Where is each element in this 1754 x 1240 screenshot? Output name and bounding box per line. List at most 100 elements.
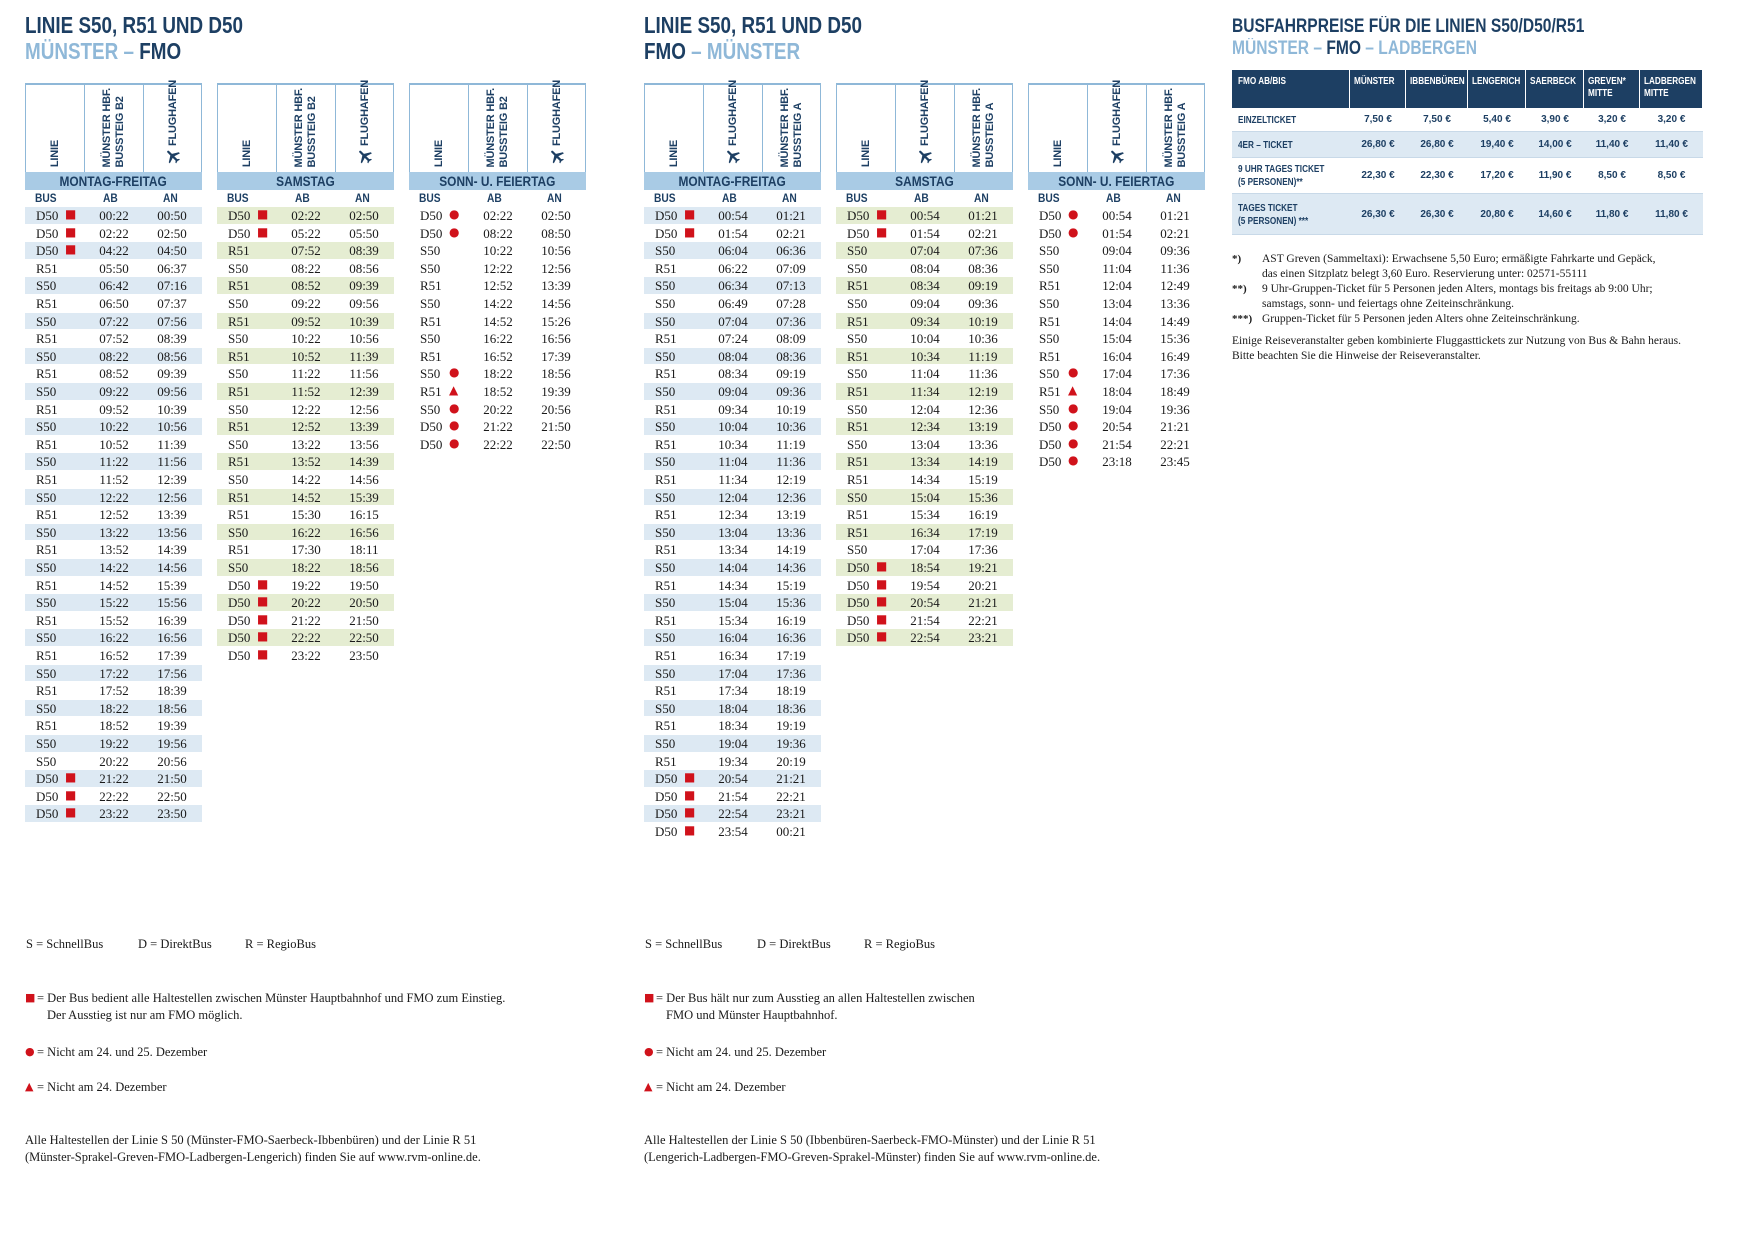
departure: 19:22 — [99, 736, 129, 751]
arrival: 13:36 — [1160, 296, 1190, 311]
row-background — [836, 347, 1013, 365]
row-background — [1028, 365, 1205, 382]
row-background — [409, 277, 586, 294]
fare-label-line: EINZELTICKET — [1238, 114, 1297, 126]
departure: 11:04 — [718, 454, 748, 470]
departure: 09:52 — [291, 313, 321, 329]
row-background — [1028, 347, 1205, 365]
departure: 15:34 — [910, 507, 940, 523]
arrival: 18:39 — [157, 683, 187, 699]
arrival: 14:49 — [1160, 313, 1190, 329]
arrival: 19:39 — [541, 384, 571, 399]
fare-header-line: SAERBECK — [1530, 76, 1577, 87]
bus-line: D50 — [847, 577, 870, 593]
arrival: 15:36 — [776, 595, 806, 611]
bus-type: S = SchnellBus — [645, 937, 723, 951]
arrival: 13:56 — [349, 436, 379, 452]
fare-price: 3,90 € — [1541, 114, 1569, 125]
departure: 09:34 — [910, 313, 940, 329]
note-text: das einen Sitzplatz belegt 3,60 Euro. Re… — [1262, 267, 1588, 280]
column-label: AB — [487, 191, 502, 205]
header-cell: LINIE — [217, 83, 276, 172]
departure: 04:22 — [99, 243, 129, 259]
row-background — [644, 699, 821, 717]
arrival: 21:50 — [157, 771, 187, 787]
row-background — [217, 488, 394, 506]
fare-row-background — [1232, 132, 1703, 158]
header-cell: MÜNSTER HBF. BUSSTEIG A — [1146, 83, 1205, 172]
subtitle-part: FMO — [1326, 38, 1361, 59]
bus-line: D50 — [228, 225, 251, 241]
fares-title: BUSFAHRPREISE FÜR DIE LINIEN S50/D50/R51 — [1232, 16, 1585, 37]
arrival: 17:39 — [157, 648, 187, 663]
header-line: LINIE — [1051, 139, 1064, 167]
departure: 05:22 — [291, 225, 321, 241]
row-background — [836, 435, 1013, 453]
column-label: AB — [914, 191, 929, 205]
row-background — [25, 770, 202, 787]
arrival: 23:50 — [349, 648, 379, 663]
header-line: MÜNSTER HBF. — [101, 87, 113, 168]
fare-price: 8,50 € — [1657, 170, 1686, 181]
subtitle-part: – LADBERGEN — [1360, 38, 1477, 59]
subtitle-part: MÜNSTER — [25, 38, 119, 64]
departure: 08:22 — [291, 260, 321, 276]
column-label: BUS — [654, 191, 676, 205]
row-background — [25, 735, 202, 752]
row-background — [836, 242, 1013, 259]
bus-line: D50 — [1039, 436, 1062, 452]
bus-line: R51 — [228, 507, 250, 523]
header-line: BUSSTEIG A — [984, 102, 996, 167]
bus-line: S50 — [655, 278, 676, 294]
bus-symbol: ■ — [684, 805, 696, 820]
arrival: 18:36 — [776, 700, 806, 716]
row-background — [409, 259, 586, 277]
header-line: FLUGHAFEN — [726, 79, 739, 146]
row-background — [409, 383, 586, 400]
bus-symbol: ■ — [65, 207, 77, 221]
arrival: 14:39 — [349, 454, 379, 470]
fare-price: 3,20 € — [1657, 114, 1686, 125]
row-background — [644, 770, 821, 787]
legend-text: = Nicht am 24. und 25. Dezember — [656, 1045, 827, 1059]
arrival: 16:19 — [776, 612, 806, 628]
bus-line: R51 — [847, 454, 869, 470]
departure: 06:49 — [718, 296, 748, 311]
row-background — [217, 224, 394, 242]
departure: 05:50 — [99, 260, 129, 276]
bus-symbol: ● — [449, 400, 460, 415]
header-line: LINIE — [432, 139, 445, 167]
arrival: 20:50 — [349, 595, 379, 611]
departure: 14:52 — [291, 489, 321, 505]
departure: 13:52 — [291, 454, 321, 470]
fare-price: 5,40 € — [1483, 114, 1511, 125]
header-line: BUSSTEIG A — [1176, 102, 1188, 167]
bus-line: R51 — [228, 419, 250, 435]
bus-line: R51 — [847, 278, 869, 294]
fare-header-cell: GREVEN* MITTE — [1584, 70, 1639, 108]
bus-symbol: ■ — [257, 594, 269, 609]
bus-line: R51 — [36, 401, 58, 417]
departure: 23:22 — [291, 648, 321, 663]
departure: 09:22 — [291, 296, 321, 311]
arrival: 15:26 — [541, 313, 571, 329]
bus-line: R51 — [36, 436, 58, 452]
departure: 10:34 — [718, 436, 748, 452]
subtitle-part: MÜNSTER — [706, 38, 801, 64]
arrival: 07:09 — [776, 260, 806, 276]
row-background — [25, 453, 202, 470]
column-label: AB — [1106, 191, 1121, 205]
arrival: 17:36 — [968, 542, 998, 558]
row-background — [217, 383, 394, 400]
row-background — [25, 523, 202, 541]
fare-price: 11,90 € — [1538, 170, 1572, 181]
timetable: LINIE MÜNSTER HBF. BUSSTEIG B2 FLUGHAFEN MON… — [25, 80, 202, 824]
column-label: AN — [355, 191, 370, 205]
header-line: BUSSTEIG B2 — [306, 95, 318, 167]
fare-label-line: TAGES TICKET — [1238, 202, 1298, 214]
arrival: 17:39 — [541, 348, 571, 364]
bus-line: S50 — [655, 296, 676, 311]
day-text: MONTAG-FREITAG — [678, 173, 787, 189]
bus-line: D50 — [36, 225, 59, 241]
row-background — [25, 506, 202, 523]
